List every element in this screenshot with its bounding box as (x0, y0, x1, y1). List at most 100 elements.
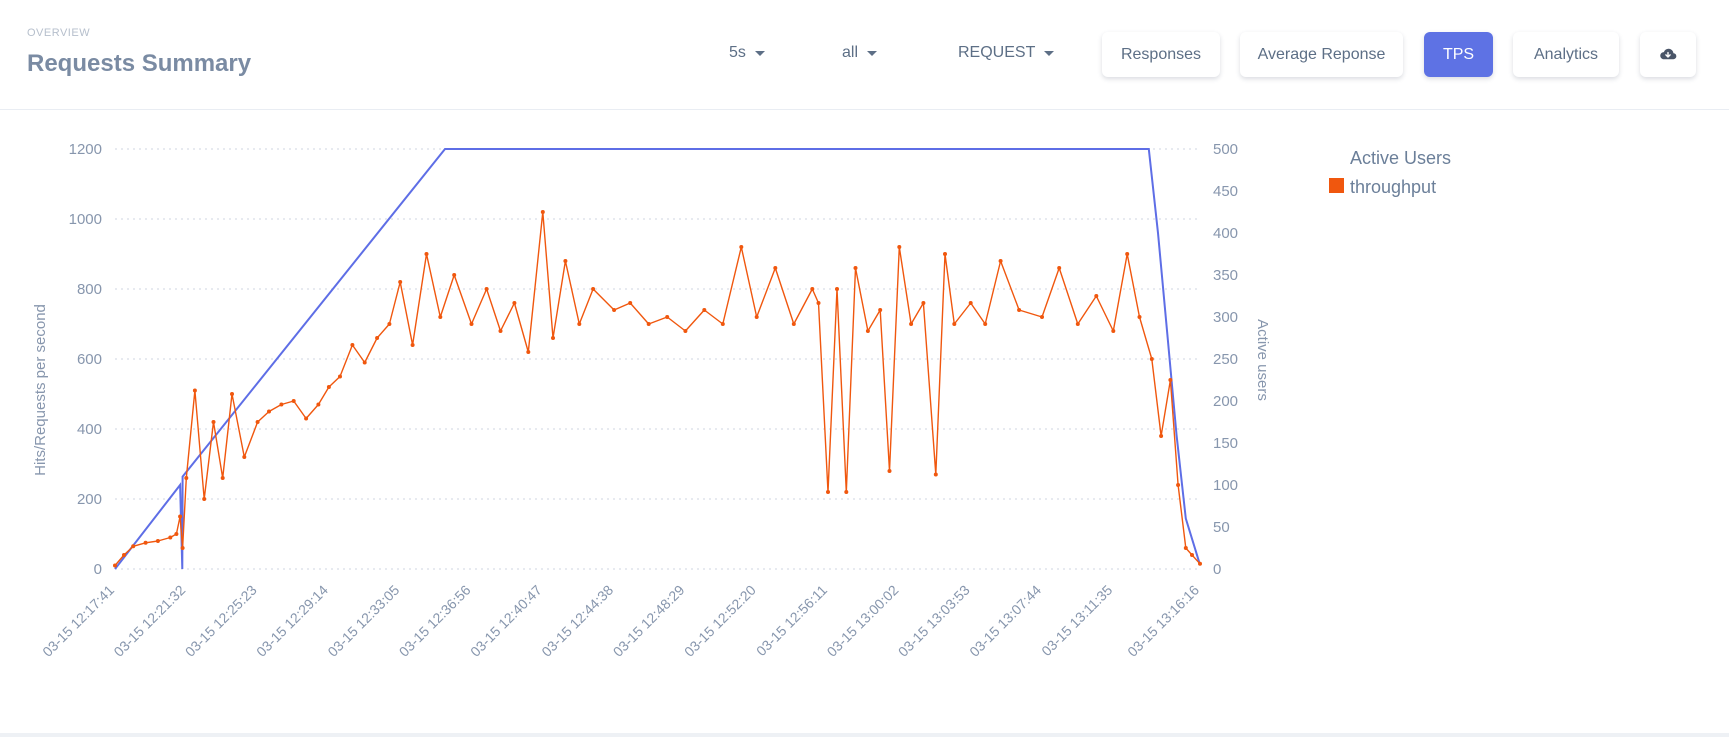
throughput-point (1198, 561, 1202, 566)
throughput-point (835, 287, 839, 291)
throughput-point (1094, 294, 1099, 298)
tps-chart: 0 200 400 600 800 1000 1200 0 50 100 150 200 250 300… (32, 141, 1451, 660)
y2-axis-label: Active users (1254, 319, 1271, 401)
chevron-down-icon (754, 50, 765, 56)
throughput-point (998, 259, 1003, 263)
throughput-point (512, 301, 517, 305)
chevron-down-icon (867, 50, 878, 56)
throughput-point (350, 343, 355, 347)
throughput-point (410, 343, 415, 347)
throughput-point (452, 273, 457, 277)
x-tick-label: 03-15 12:21:32 (111, 582, 189, 660)
throughput-point (211, 420, 216, 424)
y2-tick-label: 200 (1213, 393, 1238, 410)
y2-tick-label: 350 (1213, 267, 1238, 284)
y-tick-label: 800 (77, 281, 102, 298)
throughput-point (398, 280, 403, 284)
throughput-point (438, 315, 443, 319)
y-axis-label: Hits/Requests per second (32, 304, 49, 476)
throughput-point (844, 490, 849, 494)
throughput-point (1137, 315, 1142, 319)
active-users-line (114, 148, 1201, 570)
series-throughput (113, 210, 1202, 568)
y2-tick-label: 500 (1213, 141, 1238, 158)
throughput-point (326, 385, 331, 389)
request-type-dropdown[interactable]: REQUEST (958, 44, 1055, 62)
y2-tick-label: 400 (1213, 225, 1238, 242)
throughput-point (338, 374, 342, 379)
throughput-point (362, 360, 367, 365)
responses-button[interactable]: Responses (1102, 32, 1220, 77)
throughput-point (702, 308, 707, 312)
throughput-point (577, 322, 582, 326)
throughput-point (304, 416, 309, 421)
throughput-point (526, 350, 531, 354)
y-tick-label: 0 (94, 561, 102, 578)
throughput-point (921, 301, 926, 305)
x-tick-label: 03-15 12:25:23 (182, 582, 260, 660)
throughput-point (816, 301, 821, 305)
tps-button[interactable]: TPS (1424, 32, 1493, 77)
throughput-point (279, 402, 284, 407)
y-tick-label: 1000 (69, 211, 102, 228)
throughput-point (983, 322, 988, 326)
throughput-point (1159, 434, 1164, 438)
throughput-point (168, 535, 173, 540)
throughput-point (174, 532, 179, 536)
throughput-point (943, 252, 947, 256)
throughput-point (1183, 546, 1188, 550)
chevron-down-icon (1044, 50, 1055, 56)
summary-header: OVERVIEW Requests Summary 5s all REQUEST… (0, 0, 1729, 110)
x-tick-label: 03-15 12:36:56 (396, 582, 474, 660)
throughput-point (484, 287, 489, 291)
y2-tick-label: 0 (1213, 561, 1221, 578)
panel-bottom-border (0, 733, 1729, 737)
y2-tick-label: 300 (1213, 309, 1238, 326)
y-axis-right: 0 50 100 150 200 250 300 350 400 450 500 (1213, 141, 1238, 578)
throughput-point (933, 472, 938, 477)
throughput-point (683, 329, 688, 333)
throughput-point (646, 322, 651, 326)
y2-tick-label: 50 (1213, 519, 1230, 536)
x-tick-label: 03-15 13:16:16 (1124, 582, 1202, 660)
throughput-point (424, 252, 429, 256)
y-tick-label: 1200 (69, 141, 102, 158)
filter-dropdown[interactable]: all (842, 44, 878, 62)
throughput-point (791, 322, 796, 326)
throughput-point (220, 476, 225, 480)
throughput-point (180, 546, 185, 550)
analytics-button[interactable]: Analytics (1513, 32, 1619, 77)
x-tick-label: 03-15 13:00:02 (824, 582, 902, 660)
interval-dropdown[interactable]: 5s (729, 44, 765, 62)
throughput-point (255, 420, 260, 424)
y2-tick-label: 100 (1213, 477, 1238, 494)
legend-item-active-users[interactable]: Active Users (1350, 148, 1451, 168)
throughput-point (316, 402, 321, 407)
throughput-point (909, 322, 914, 326)
throughput-point (1111, 329, 1116, 333)
throughput-point (1176, 483, 1181, 487)
throughput-point (612, 308, 617, 312)
throughput-point (230, 392, 234, 396)
y-tick-label: 200 (77, 491, 102, 508)
x-tick-label: 03-15 12:56:11 (753, 582, 830, 659)
throughput-point (122, 553, 126, 557)
series-active-users (114, 148, 1201, 570)
download-button[interactable] (1640, 32, 1696, 77)
throughput-point (810, 287, 815, 291)
throughput-point (155, 539, 160, 543)
section-overline: OVERVIEW (27, 27, 91, 39)
tps-chart-container: 0 200 400 600 800 1000 1200 0 50 100 150 200 250 300… (0, 110, 1729, 737)
throughput-point (1017, 308, 1022, 312)
average-response-button[interactable]: Average Reponse (1240, 32, 1403, 77)
throughput-point (1057, 266, 1062, 270)
throughput-point (563, 259, 568, 263)
throughput-point (1190, 553, 1194, 557)
throughput-point (773, 266, 778, 270)
x-tick-label: 03-15 12:52:20 (681, 582, 759, 660)
x-tick-label: 03-15 12:29:14 (253, 582, 331, 660)
legend-item-throughput[interactable]: throughput (1350, 177, 1436, 197)
chart-legend[interactable]: Active Users throughput (1329, 148, 1451, 197)
throughput-point (469, 322, 474, 326)
